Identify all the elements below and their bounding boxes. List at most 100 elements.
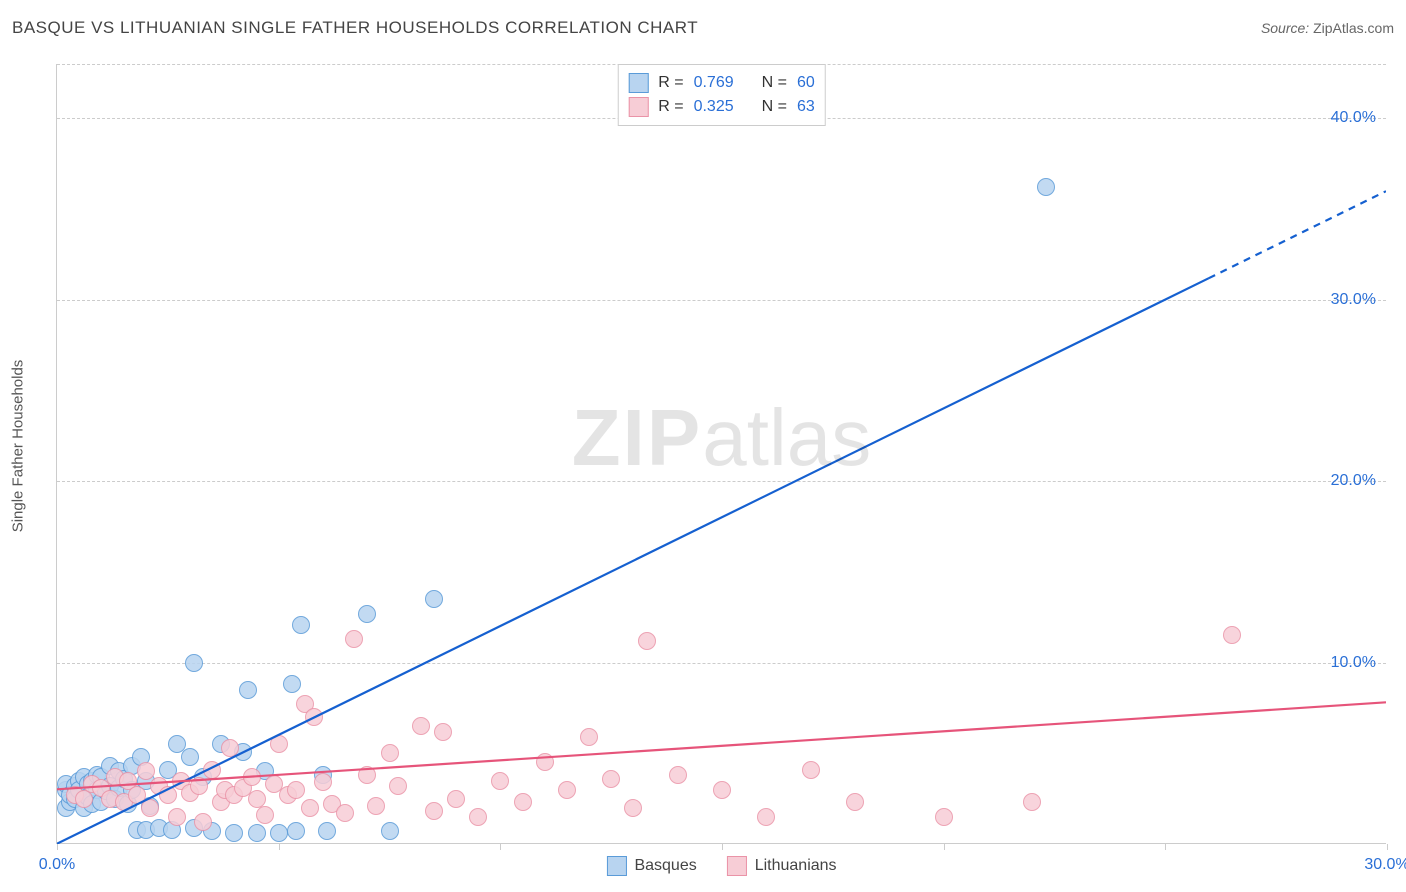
scatter-point — [301, 799, 319, 817]
scatter-point — [270, 824, 288, 842]
scatter-point — [846, 793, 864, 811]
scatter-point — [287, 781, 305, 799]
scatter-point — [243, 768, 261, 786]
xtick-label: 30.0% — [1364, 856, 1406, 874]
series-legend: Basques Lithuanians — [606, 856, 836, 876]
scatter-point — [638, 632, 656, 650]
scatter-point — [270, 735, 288, 753]
scatter-point — [469, 808, 487, 826]
scatter-point — [536, 753, 554, 771]
scatter-point — [425, 590, 443, 608]
xtick — [944, 844, 945, 850]
scatter-point — [141, 799, 159, 817]
watermark-atlas: atlas — [702, 393, 871, 482]
scatter-point — [318, 822, 336, 840]
scatter-point — [669, 766, 687, 784]
xtick-label: 0.0% — [39, 856, 75, 874]
scatter-point — [194, 813, 212, 831]
chart-source: Source: ZipAtlas.com — [1261, 20, 1394, 36]
source-value: ZipAtlas.com — [1313, 20, 1394, 36]
chart-header: BASQUE VS LITHUANIAN SINGLE FATHER HOUSE… — [12, 18, 1394, 38]
scatter-point — [1223, 626, 1241, 644]
scatter-point — [367, 797, 385, 815]
scatter-point — [185, 654, 203, 672]
xtick — [1387, 844, 1388, 850]
gridline — [57, 663, 1386, 664]
ytick-label: 30.0% — [1331, 291, 1376, 309]
scatter-point — [1037, 178, 1055, 196]
scatter-point — [283, 675, 301, 693]
scatter-point — [221, 739, 239, 757]
n-label: N = — [762, 98, 787, 116]
lithuanians-r-value: 0.325 — [694, 98, 734, 116]
scatter-point — [358, 605, 376, 623]
gridline — [57, 300, 1386, 301]
scatter-point — [203, 761, 221, 779]
gridline — [57, 481, 1386, 482]
basques-swatch — [628, 73, 648, 93]
scatter-point — [802, 761, 820, 779]
chart-title: BASQUE VS LITHUANIAN SINGLE FATHER HOUSE… — [12, 18, 698, 38]
lithuanians-n-value: 63 — [797, 98, 815, 116]
scatter-point — [514, 793, 532, 811]
basques-swatch — [606, 856, 626, 876]
scatter-point — [1023, 793, 1041, 811]
scatter-point — [447, 790, 465, 808]
trend-lines-layer — [57, 64, 1386, 844]
ytick-label: 10.0% — [1331, 654, 1376, 672]
scatter-point — [624, 799, 642, 817]
xtick — [1165, 844, 1166, 850]
scatter-point — [345, 630, 363, 648]
watermark-zip: ZIP — [572, 393, 702, 482]
scatter-point — [287, 822, 305, 840]
scatter-plot: ZIPatlas R = 0.769 N = 60 R = 0.325 N = … — [56, 64, 1386, 844]
scatter-point — [181, 748, 199, 766]
xtick — [722, 844, 723, 850]
basques-n-value: 60 — [797, 74, 815, 92]
scatter-point — [159, 786, 177, 804]
scatter-point — [248, 824, 266, 842]
legend-item-lithuanians: Lithuanians — [727, 856, 837, 876]
scatter-point — [580, 728, 598, 746]
r-label: R = — [658, 74, 683, 92]
stats-row-lithuanians: R = 0.325 N = 63 — [628, 95, 815, 119]
scatter-point — [412, 717, 430, 735]
scatter-point — [757, 808, 775, 826]
xtick — [57, 844, 58, 850]
basques-label: Basques — [634, 857, 696, 875]
scatter-point — [389, 777, 407, 795]
scatter-point — [935, 808, 953, 826]
scatter-point — [425, 802, 443, 820]
scatter-point — [168, 808, 186, 826]
stats-row-basques: R = 0.769 N = 60 — [628, 71, 815, 95]
lithuanians-swatch — [727, 856, 747, 876]
xtick — [500, 844, 501, 850]
scatter-point — [381, 822, 399, 840]
legend-item-basques: Basques — [606, 856, 696, 876]
scatter-point — [434, 723, 452, 741]
scatter-point — [314, 773, 332, 791]
scatter-point — [248, 790, 266, 808]
scatter-point — [358, 766, 376, 784]
stats-legend: R = 0.769 N = 60 R = 0.325 N = 63 — [617, 64, 826, 126]
y-axis-label: Single Father Households — [10, 360, 27, 533]
scatter-point — [558, 781, 576, 799]
scatter-point — [491, 772, 509, 790]
source-label: Source: — [1261, 20, 1309, 36]
ytick-label: 20.0% — [1331, 472, 1376, 490]
n-label: N = — [762, 74, 787, 92]
lithuanians-swatch — [628, 97, 648, 117]
watermark: ZIPatlas — [572, 392, 871, 484]
scatter-point — [336, 804, 354, 822]
scatter-point — [381, 744, 399, 762]
scatter-point — [292, 616, 310, 634]
scatter-point — [190, 777, 208, 795]
scatter-point — [256, 806, 274, 824]
basques-r-value: 0.769 — [694, 74, 734, 92]
scatter-point — [602, 770, 620, 788]
xtick — [279, 844, 280, 850]
scatter-point — [713, 781, 731, 799]
scatter-point — [305, 708, 323, 726]
scatter-point — [137, 762, 155, 780]
lithuanians-label: Lithuanians — [755, 857, 837, 875]
